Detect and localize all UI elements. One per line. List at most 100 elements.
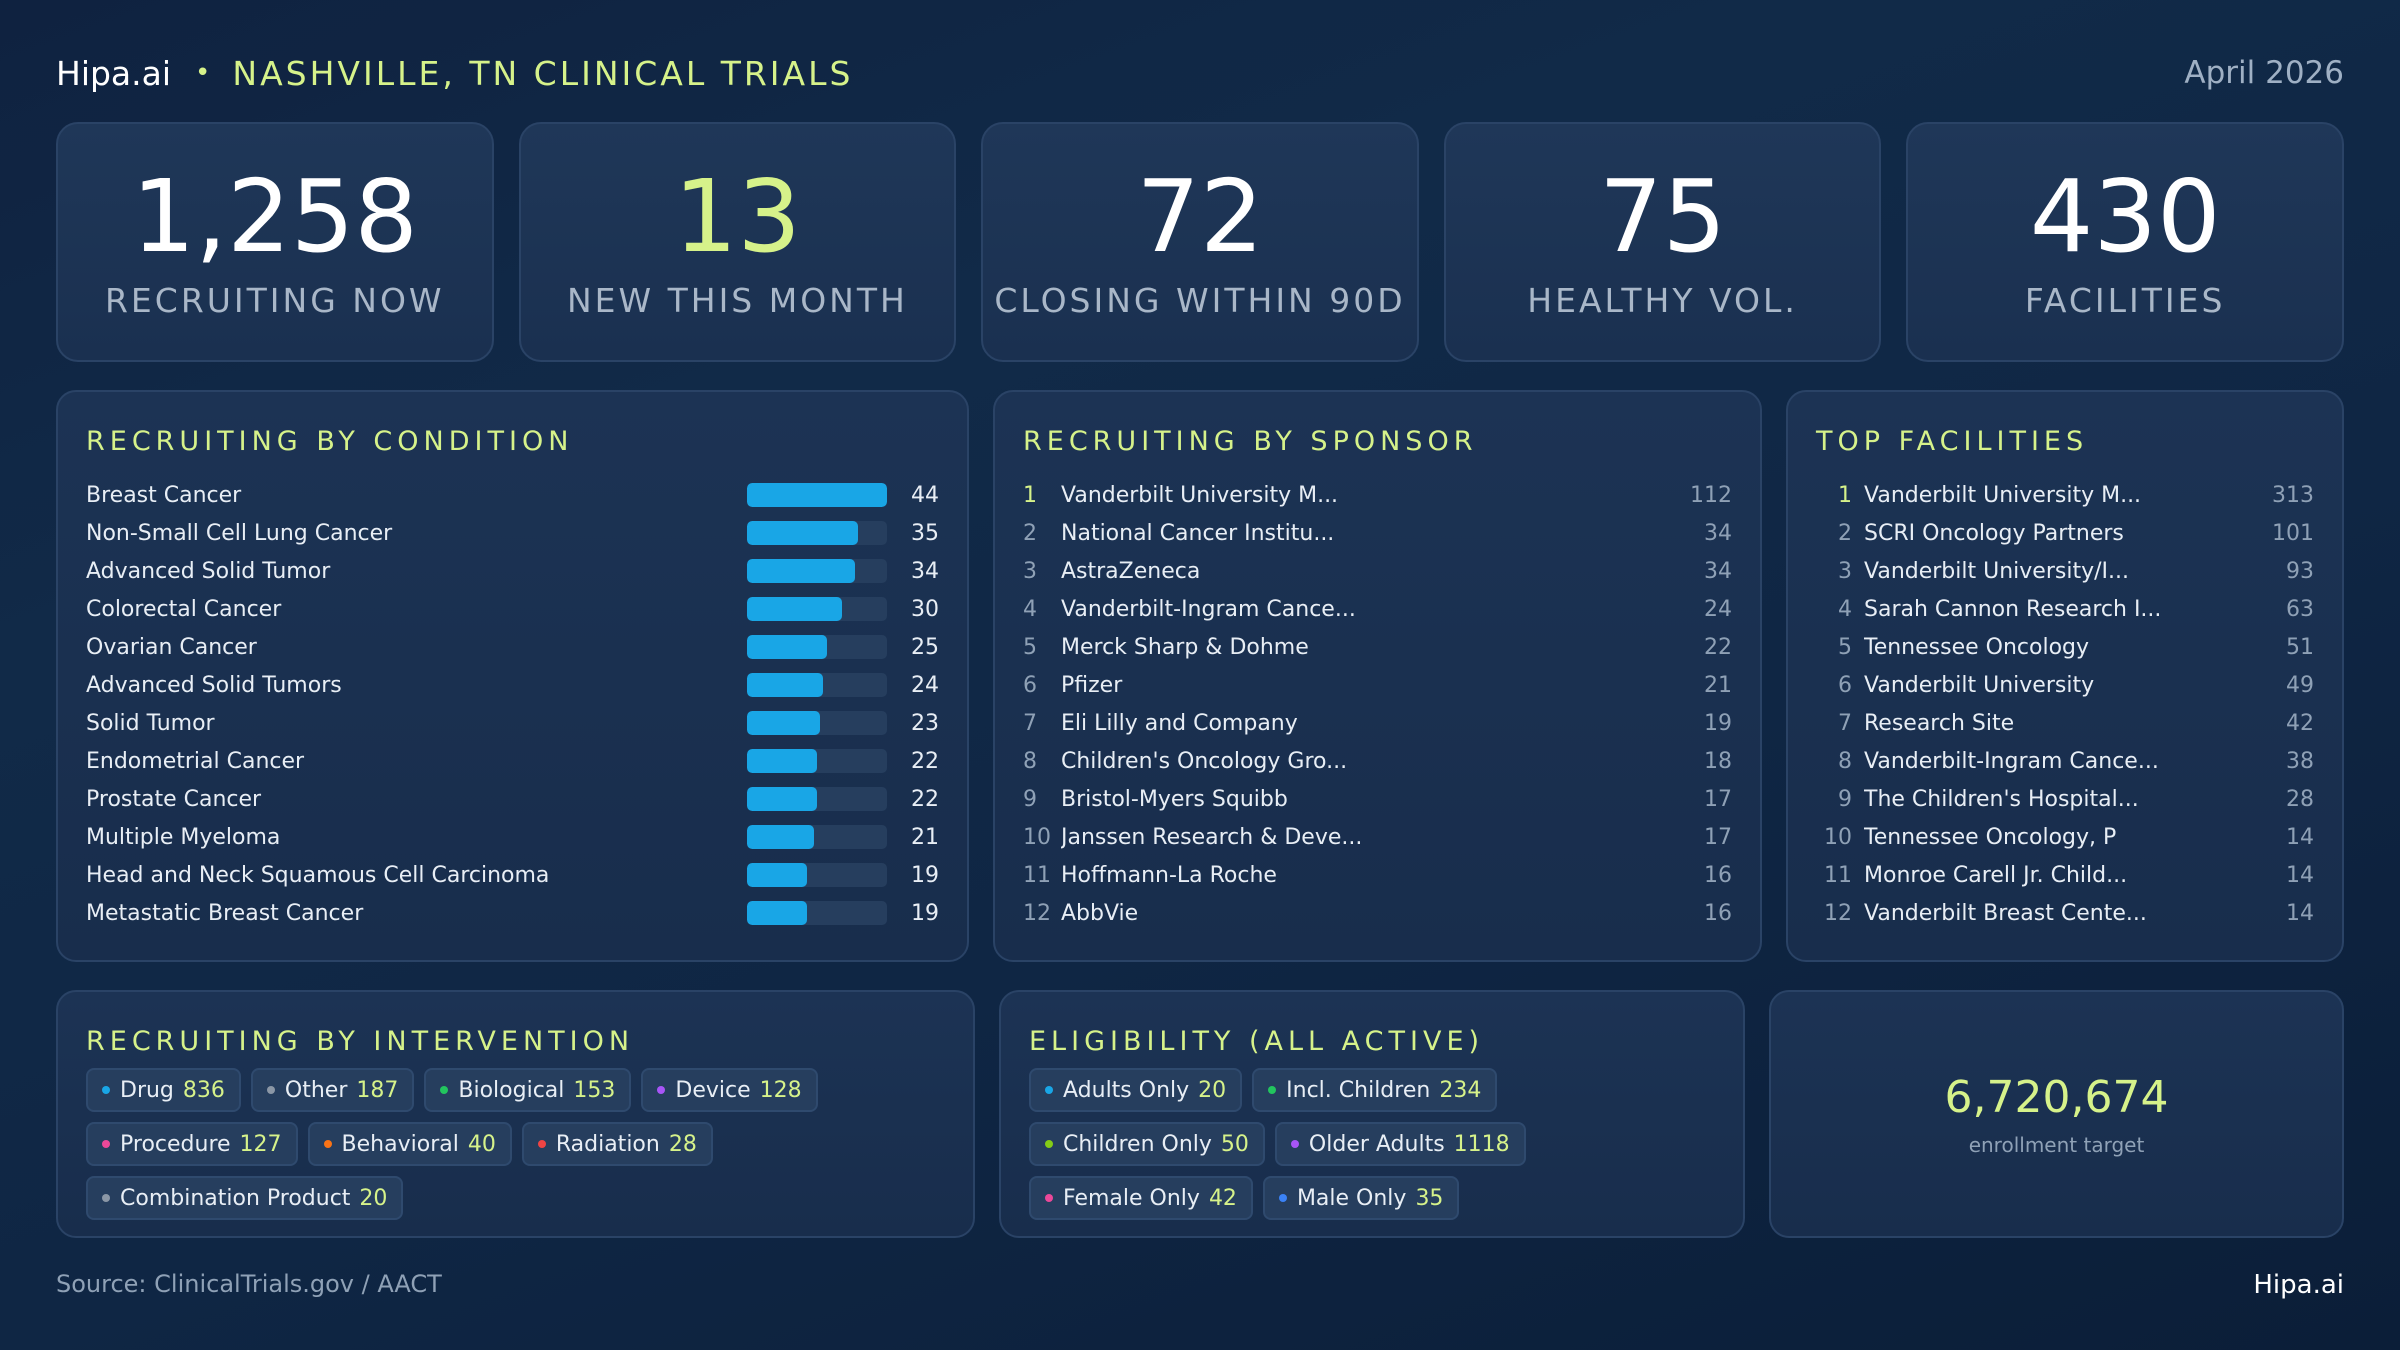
condition-count: 21 <box>911 824 939 850</box>
sponsor-row: 2 National Cancer Institu... 34 <box>1023 514 1732 552</box>
condition-name: Non-Small Cell Lung Cancer <box>86 520 393 546</box>
sponsor-row-name: Pfizer <box>1061 672 1123 698</box>
rank-number: 5 <box>1023 634 1037 660</box>
recruiting-by-sponsor-panel: RECRUITING BY SPONSOR 1 Vanderbilt Univer… <box>993 390 1762 962</box>
eligibility-chips: Adults Only 20 Incl. Children 234 Children O… <box>1029 1068 1719 1220</box>
condition-bar <box>747 521 859 545</box>
legend-dot-icon <box>102 1140 110 1148</box>
condition-bar-track <box>747 521 887 545</box>
sponsor-row-count: 34 <box>1704 558 1732 584</box>
sponsor-row-name: Janssen Research & Deve... <box>1061 824 1363 850</box>
sponsor-row: 10 Janssen Research & Deve... 17 <box>1023 818 1732 856</box>
facility-row-count: 51 <box>2286 634 2314 660</box>
facility-row: 5 Tennessee Oncology 51 <box>1816 628 2314 666</box>
panel-title: ELIGIBILITY (ALL ACTIVE) <box>1029 1026 1485 1057</box>
condition-count: 34 <box>911 558 939 584</box>
eligibility-chip-label: Incl. Children <box>1286 1077 1431 1103</box>
condition-bar-track <box>747 711 887 735</box>
facility-row-count: 38 <box>2286 748 2314 774</box>
facility-row-name: Vanderbilt University <box>1864 672 2095 698</box>
condition-bar-track <box>747 483 887 507</box>
facility-row-name: Tennessee Oncology <box>1864 634 2090 660</box>
rank-number: 6 <box>1838 672 1852 698</box>
rank-number: 4 <box>1023 596 1037 622</box>
rank-number: 2 <box>1838 520 1852 546</box>
eligibility-chip-label: Adults Only <box>1063 1077 1190 1103</box>
condition-name: Ovarian Cancer <box>86 634 257 660</box>
condition-bar <box>747 749 817 773</box>
condition-name: Advanced Solid Tumor <box>86 558 331 584</box>
eligibility-chip-count: 50 <box>1220 1131 1249 1157</box>
panel-title: TOP FACILITIES <box>1816 426 2089 457</box>
intervention-chip: Radiation 28 <box>521 1122 713 1166</box>
condition-bar <box>747 673 824 697</box>
condition-row: Multiple Myeloma 21 <box>86 818 939 856</box>
eligibility-chip-label: Female Only <box>1063 1185 1200 1211</box>
sponsor-row: 1 Vanderbilt University M... 112 <box>1023 476 1732 514</box>
eligibility-chip: Children Only 50 <box>1029 1122 1265 1166</box>
sponsor-row-name: Children's Oncology Gro... <box>1061 748 1348 774</box>
stat-label: HEALTHY VOL. <box>1527 280 1798 320</box>
condition-name: Multiple Myeloma <box>86 824 281 850</box>
facility-row-count: 14 <box>2286 900 2314 926</box>
legend-dot-icon <box>1045 1194 1053 1202</box>
sponsor-row: 8 Children's Oncology Gro... 18 <box>1023 742 1732 780</box>
eligibility-chip-count: 20 <box>1198 1077 1227 1103</box>
sponsor-row-name: Hoffmann-La Roche <box>1061 862 1277 888</box>
rank-number: 6 <box>1023 672 1037 698</box>
legend-dot-icon <box>1268 1086 1277 1094</box>
intervention-chip-count: 127 <box>239 1131 282 1157</box>
condition-name: Colorectal Cancer <box>86 596 282 622</box>
rank-number: 8 <box>1838 748 1852 774</box>
facility-row-name: Vanderbilt University/I... <box>1864 558 2129 584</box>
sponsor-row-name: Vanderbilt University M... <box>1061 482 1339 508</box>
stat-label: CLOSING WITHIN 90D <box>994 280 1406 320</box>
eligibility-chip-label: Male Only <box>1296 1185 1407 1211</box>
condition-bar-track <box>747 635 887 659</box>
stat-value: 13 <box>673 157 802 275</box>
intervention-chip: Behavioral 40 <box>307 1122 512 1166</box>
condition-list: Breast Cancer 44 Non-Small Cell Lung Cance… <box>86 476 939 932</box>
sponsor-row: 12 AbbVie 16 <box>1023 894 1732 932</box>
condition-bar-track <box>747 673 887 697</box>
stat-label: FACILITIES <box>2024 280 2226 320</box>
condition-bar-track <box>747 559 887 583</box>
condition-name: Endometrial Cancer <box>86 748 305 774</box>
intervention-chip: Biological 153 <box>424 1068 632 1112</box>
eligibility-chip-count: 35 <box>1415 1185 1444 1211</box>
condition-bar <box>747 635 827 659</box>
stat-cards: 1,258 RECRUITING NOW 13 NEW THIS MONTH 72 CLO… <box>56 122 2344 362</box>
intervention-chips: Drug 836 Other 187 Biological 153 Device 128 Pro… <box>86 1068 949 1220</box>
condition-count: 19 <box>911 862 939 888</box>
stat-card: 1,258 RECRUITING NOW <box>56 122 494 362</box>
rank-number: 7 <box>1838 710 1852 736</box>
condition-count: 23 <box>911 710 939 736</box>
facility-row-name: Tennessee Oncology, P <box>1864 824 2117 850</box>
separator-dot: • <box>195 58 211 88</box>
panel-title: RECRUITING BY SPONSOR <box>1023 426 1478 457</box>
condition-row: Colorectal Cancer 30 <box>86 590 939 628</box>
condition-count: 35 <box>911 520 939 546</box>
condition-row: Advanced Solid Tumors 24 <box>86 666 939 704</box>
rank-number: 5 <box>1838 634 1852 660</box>
legend-dot-icon <box>266 1086 275 1094</box>
facility-row-name: Vanderbilt-Ingram Cance... <box>1864 748 2159 774</box>
facility-row: 3 Vanderbilt University/I... 93 <box>1816 552 2314 590</box>
legend-dot-icon <box>102 1086 110 1094</box>
rank-number: 12 <box>1023 900 1051 926</box>
facility-row-name: The Children's Hospital... <box>1864 786 2139 812</box>
facility-row-count: 49 <box>2286 672 2314 698</box>
rank-number: 7 <box>1023 710 1037 736</box>
condition-row: Prostate Cancer 22 <box>86 780 939 818</box>
condition-bar-track <box>747 749 887 773</box>
sponsor-row-count: 112 <box>1690 482 1732 508</box>
intervention-chip-count: 20 <box>359 1185 388 1211</box>
sponsor-row-count: 17 <box>1704 824 1732 850</box>
recruiting-by-intervention-panel: RECRUITING BY INTERVENTION Drug 836 Other 1… <box>56 990 975 1238</box>
intervention-chip: Drug 836 <box>86 1068 241 1112</box>
condition-bar <box>747 787 817 811</box>
facility-row-count: 93 <box>2286 558 2314 584</box>
facility-row-count: 28 <box>2286 786 2314 812</box>
eligibility-chip-count: 42 <box>1208 1185 1237 1211</box>
eligibility-chip-label: Children Only <box>1063 1131 1212 1157</box>
